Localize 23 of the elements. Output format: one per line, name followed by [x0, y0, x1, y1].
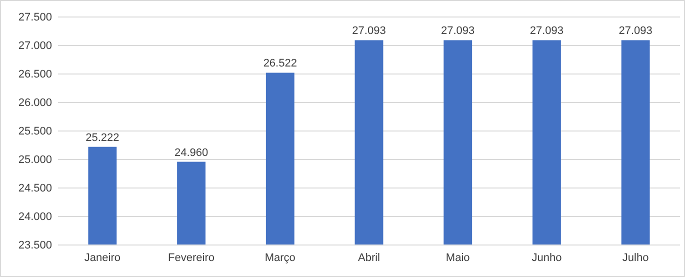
data-label: 25.222 [86, 132, 120, 144]
data-label: 27.093 [618, 25, 652, 38]
y-tick-label: 25.000 [18, 154, 52, 166]
y-tick-label: 27.000 [18, 40, 52, 52]
data-label: 27.093 [352, 25, 386, 38]
data-label: 24.960 [174, 146, 208, 159]
x-tick-label: Abril [358, 252, 380, 264]
x-tick-label: Fevereiro [168, 252, 215, 264]
y-tick-label: 25.500 [18, 126, 52, 138]
y-tick-label: 24.500 [18, 182, 52, 195]
y-tick-label: 26.500 [18, 68, 52, 81]
x-tick-label: Janeiro [84, 252, 120, 264]
y-tick-label: 27.500 [18, 12, 52, 24]
y-tick-label: 24.000 [18, 211, 52, 224]
x-tick-label: Julho [622, 252, 649, 264]
x-tick-label: Maio [446, 252, 470, 264]
data-label: 27.093 [441, 25, 475, 38]
data-label: 27.093 [530, 25, 564, 38]
y-tick-label: 26.000 [18, 97, 52, 110]
x-tick-label: Março [264, 252, 296, 264]
data-label: 26.522 [263, 58, 297, 70]
y-tick-label: 23.500 [18, 240, 52, 252]
x-tick-label: Junho [532, 252, 562, 264]
